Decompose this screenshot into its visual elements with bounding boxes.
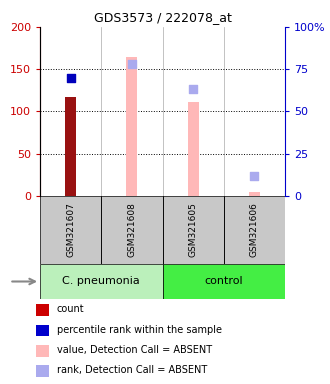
Title: GDS3573 / 222078_at: GDS3573 / 222078_at xyxy=(94,12,231,24)
Text: control: control xyxy=(205,276,243,286)
Text: C. pneumonia: C. pneumonia xyxy=(62,276,140,286)
Bar xyxy=(249,192,260,196)
Point xyxy=(190,86,196,93)
Bar xyxy=(36,365,49,377)
Bar xyxy=(101,196,162,264)
Bar xyxy=(162,196,224,264)
Bar xyxy=(36,324,49,336)
Text: GSM321607: GSM321607 xyxy=(66,203,75,257)
Bar xyxy=(40,196,101,264)
Bar xyxy=(224,196,285,264)
Bar xyxy=(36,345,49,357)
Text: GSM321608: GSM321608 xyxy=(127,203,136,257)
Text: rank, Detection Call = ABSENT: rank, Detection Call = ABSENT xyxy=(57,366,207,376)
Text: GSM321605: GSM321605 xyxy=(189,203,198,257)
Text: percentile rank within the sample: percentile rank within the sample xyxy=(57,324,222,334)
Text: GSM321606: GSM321606 xyxy=(250,203,259,257)
Bar xyxy=(126,56,137,196)
Bar xyxy=(65,97,76,196)
Text: count: count xyxy=(57,304,84,314)
Point xyxy=(252,173,257,179)
Bar xyxy=(188,102,199,196)
Point xyxy=(129,61,135,67)
Text: value, Detection Call = ABSENT: value, Detection Call = ABSENT xyxy=(57,345,212,355)
Bar xyxy=(40,264,162,299)
Bar xyxy=(162,264,285,299)
Point xyxy=(68,74,73,81)
Bar xyxy=(36,304,49,316)
